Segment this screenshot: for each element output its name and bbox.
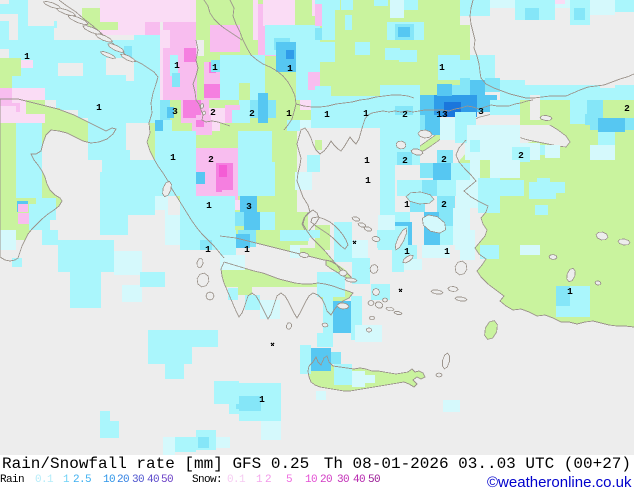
svg-text:1: 1 <box>286 108 292 119</box>
svg-text:1: 1 <box>365 175 371 186</box>
svg-text:2: 2 <box>402 109 408 120</box>
svg-text:1: 1 <box>174 60 180 71</box>
svg-text:2: 2 <box>210 107 216 118</box>
svg-text:3: 3 <box>172 106 178 117</box>
svg-text:1: 1 <box>567 286 573 297</box>
svg-text:1: 1 <box>444 246 450 257</box>
svg-text:1: 1 <box>170 152 176 163</box>
svg-text:1: 1 <box>96 102 102 113</box>
svg-text:1: 1 <box>24 51 30 62</box>
svg-text:1: 1 <box>259 394 265 405</box>
svg-text:3: 3 <box>478 106 484 117</box>
svg-text:2: 2 <box>402 155 408 166</box>
svg-text:1: 1 <box>205 244 211 255</box>
svg-text:1: 1 <box>439 62 445 73</box>
svg-text:1: 1 <box>363 108 369 119</box>
svg-text:1: 1 <box>212 62 218 73</box>
svg-text:1: 1 <box>287 63 293 74</box>
svg-text:1: 1 <box>404 199 410 210</box>
svg-text:3: 3 <box>246 201 252 212</box>
svg-text:1: 1 <box>324 109 330 120</box>
svg-text:13: 13 <box>436 109 448 120</box>
svg-text:2: 2 <box>518 150 524 161</box>
svg-text:2: 2 <box>249 108 255 119</box>
svg-text:2: 2 <box>441 199 447 210</box>
svg-text:1: 1 <box>364 155 370 166</box>
svg-text:1: 1 <box>244 244 250 255</box>
svg-text:2: 2 <box>208 154 214 165</box>
svg-text:1: 1 <box>404 246 410 257</box>
svg-text:2: 2 <box>441 154 447 165</box>
svg-text:2: 2 <box>624 103 630 114</box>
svg-text:1: 1 <box>206 200 212 211</box>
